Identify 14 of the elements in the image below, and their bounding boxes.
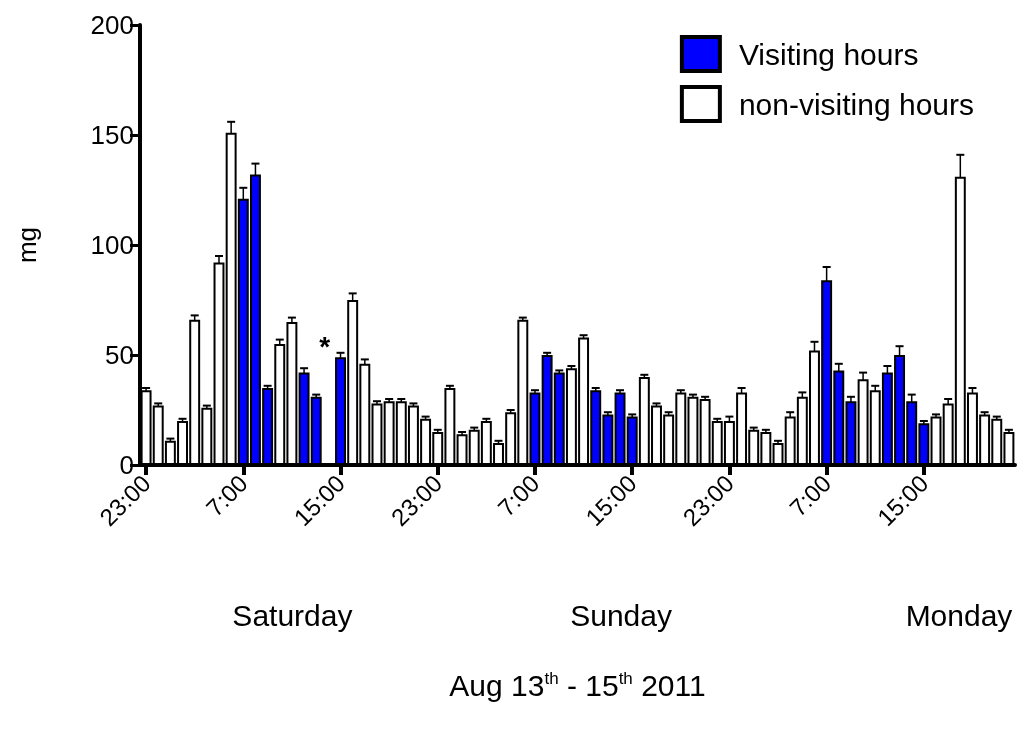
x-tick-label: 7:00 <box>492 469 545 522</box>
y-tick-label: 50 <box>105 340 134 370</box>
y-tick-label: 150 <box>90 120 134 150</box>
y-axis-title: mg <box>12 226 42 264</box>
legend-label: non-visiting hours <box>738 87 974 121</box>
text: Saturday <box>232 598 353 632</box>
y-tick-label: 200 <box>90 10 134 40</box>
x-tick-label: 7:00 <box>200 469 253 522</box>
text: Monday <box>905 598 1013 632</box>
text: Sunday <box>570 598 672 632</box>
x-tick-label: 7:00 <box>784 469 837 522</box>
y-tick-label: 100 <box>90 230 134 260</box>
legend-label: Visiting hours <box>738 37 919 71</box>
annotation: * <box>319 331 331 363</box>
